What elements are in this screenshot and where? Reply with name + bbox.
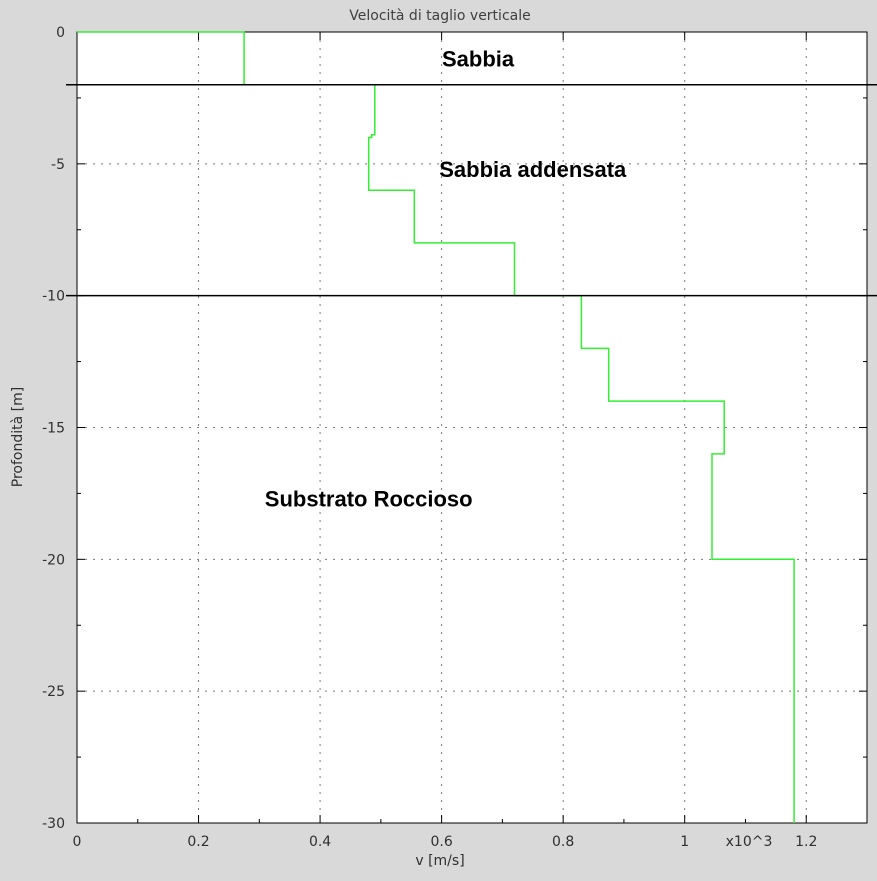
chart-title: Velocità di taglio verticale (349, 8, 530, 24)
x-tick-label: 0.6 (430, 834, 452, 850)
y-tick-label: 0 (56, 25, 65, 41)
axis-ticks (76, 31, 868, 824)
y-axis-label: Profondità [m] (10, 387, 26, 487)
annotation-label: Substrato Roccioso (265, 487, 473, 512)
plot-area (76, 31, 868, 824)
x-tick-label: 0.2 (187, 834, 209, 850)
annotations: Sabbia Sabbia addensata Substrato Roccioso (265, 46, 627, 511)
series-line-0 (77, 31, 795, 823)
y-tick-label: -5 (51, 157, 65, 173)
x-multiplier-label: x10^3 (726, 834, 773, 850)
y-tick-label: -10 (42, 289, 65, 305)
annotation-label: Sabbia addensata (439, 157, 627, 182)
annotation-label: Sabbia (442, 46, 515, 71)
x-tick-label: 0.8 (552, 834, 574, 850)
y-tick-label: -20 (42, 552, 65, 568)
y-tick-label: -15 (42, 421, 65, 437)
x-tick-label: 0.4 (309, 834, 331, 850)
x-tick-label: 1.2 (795, 834, 817, 850)
x-tick-label: 1 (680, 834, 689, 850)
x-tick-label: 0 (73, 834, 82, 850)
y-tick-label: -30 (42, 816, 65, 832)
y-tick-label: -25 (42, 684, 65, 700)
series-layer (77, 31, 795, 823)
tick-labels: 0 0.2 0.4 0.6 0.8 1 1.2 0 -5 -10 -15 -20 -25 -30 (42, 25, 817, 850)
layer-boundaries (66, 83, 877, 297)
x-axis-label: v [m/s] (415, 853, 464, 869)
